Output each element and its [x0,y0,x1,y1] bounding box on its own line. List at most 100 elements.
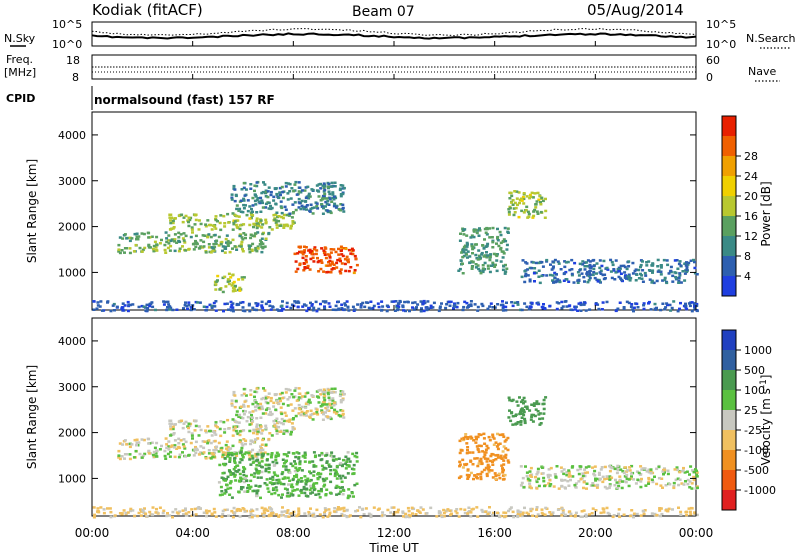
data-cell [328,259,332,263]
data-cell [260,506,264,510]
data-cell [588,260,592,263]
data-cell [303,395,307,398]
data-cell [251,306,255,310]
data-cell [167,440,171,443]
data-cell [291,222,295,225]
data-cell [322,249,326,252]
data-cell [173,238,177,241]
data-cell [517,215,521,219]
data-cell [274,213,278,216]
data-cell [522,197,526,201]
data-cell [297,301,301,304]
data-cell [269,190,273,194]
data-cell [286,388,290,391]
data-cell [300,405,304,409]
data-cell [207,223,211,227]
data-cell [507,208,511,211]
data-cell [259,416,263,419]
data-cell [249,233,253,237]
data-cell [311,212,315,215]
data-cell [155,243,159,247]
data-cell [631,308,635,311]
data-cell [272,401,276,405]
data-cell [256,437,260,440]
data-cell [274,221,278,224]
data-cell [494,474,498,477]
data-cell [228,458,232,462]
data-cell [510,201,513,204]
data-cell [305,487,309,490]
data-cell [289,197,293,200]
data-cell [152,450,156,454]
data-cell [220,493,224,496]
y-tick-label: 4000 [58,335,86,348]
data-cell [602,277,606,281]
data-cell [189,422,193,426]
data-cell [138,452,142,456]
data-cell [307,400,311,403]
data-cell [673,468,677,471]
data-cell [155,235,159,239]
data-cell [271,488,275,492]
data-cell [632,309,635,313]
data-cell [523,419,527,423]
data-cell [511,199,515,202]
data-cell [310,206,314,210]
data-cell [459,449,463,452]
data-cell [482,247,486,250]
data-cell [142,438,146,442]
data-cell [204,457,208,460]
data-cell [622,307,626,310]
data-cell [486,264,490,267]
data-cell [152,244,156,248]
data-cell [658,507,662,510]
data-cell [476,448,480,451]
data-cell [175,241,179,244]
data-cell [600,264,604,268]
data-cell [169,213,173,216]
data-cell [261,306,265,310]
data-cell [191,437,194,440]
data-cell [284,453,288,456]
data-cell [308,195,312,198]
data-cell [324,493,328,496]
data-cell [414,307,418,310]
data-cell [251,402,255,406]
colorbar-swatch [722,430,736,450]
data-cell [623,466,627,469]
data-cell [478,227,481,230]
data-cell [602,259,606,263]
data-cell [254,246,258,250]
data-cell [325,202,329,206]
data-cell [312,206,316,209]
data-cell [256,303,260,306]
data-cell [286,493,290,496]
data-cell [277,515,281,518]
data-cell [693,305,696,308]
data-cell [241,238,245,241]
data-cell [485,474,489,478]
data-cell [595,262,599,265]
data-cell [534,261,538,265]
data-cell [128,457,132,461]
data-cell [264,443,268,446]
data-cell [272,487,275,490]
data-cell [317,307,321,311]
data-cell [231,472,235,476]
data-cell [347,248,351,252]
data-cell [528,278,532,281]
data-cell [550,268,554,271]
data-cell [295,193,299,196]
data-cell [396,308,399,312]
data-cell [289,227,293,230]
data-cell [539,210,543,214]
data-cell [676,309,680,313]
data-cell [634,268,638,271]
data-cell [154,511,158,514]
data-cell [606,268,610,271]
data-cell [578,262,582,266]
data-cell [477,444,481,447]
velocity-unit-close: ] [759,375,773,380]
data-cell [422,309,426,313]
